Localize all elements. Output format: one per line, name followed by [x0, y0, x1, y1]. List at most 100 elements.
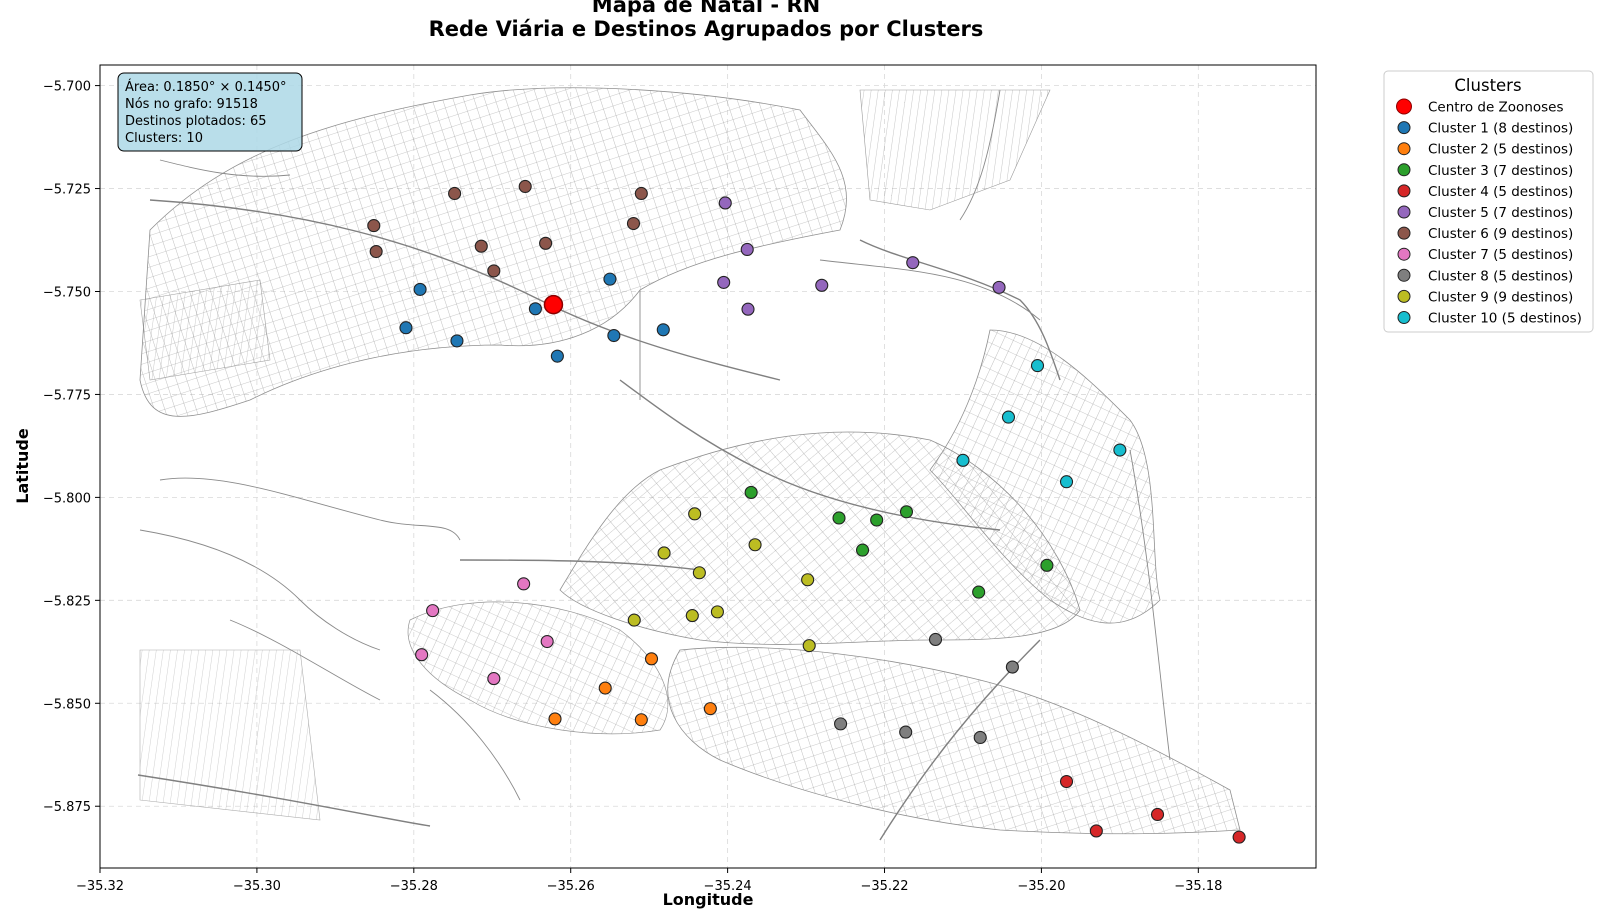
- legend-marker: [1397, 311, 1411, 324]
- cluster-9-point: [657, 546, 671, 560]
- legend-marker: [1397, 184, 1411, 198]
- y-tick-label: −5.775: [43, 388, 91, 403]
- x-tick-label: −35.30: [233, 879, 281, 894]
- cluster-10-point: [956, 453, 970, 467]
- cluster-2-point: [703, 702, 717, 716]
- x-tick-label: −35.20: [1017, 879, 1065, 894]
- cluster-5-point: [906, 256, 920, 270]
- cluster-8-point: [834, 717, 848, 731]
- title-line-2: Rede Viária e Destinos Agrupados por Clu…: [429, 17, 984, 41]
- cluster-3-point: [972, 585, 986, 599]
- title-line-1: Mapa de Natal - RN: [592, 0, 820, 17]
- info-nodes: Nós no grafo: 91518: [125, 97, 258, 112]
- legend-marker: [1397, 163, 1411, 177]
- cluster-1-point: [550, 349, 564, 363]
- x-tick-label: −35.22: [860, 879, 908, 894]
- cluster-6-point: [518, 179, 532, 194]
- cluster-3-point: [832, 511, 846, 525]
- center-zoonoses-point: [543, 294, 564, 315]
- cluster-5-point: [741, 302, 755, 316]
- cluster-5-point: [718, 196, 732, 210]
- cluster-4-point: [1150, 807, 1165, 822]
- legend-marker: [1397, 205, 1411, 219]
- info-clusters: Clusters: 10: [125, 131, 203, 146]
- cluster-6-point: [369, 244, 383, 259]
- legend-label: Cluster 6 (9 destinos): [1428, 226, 1573, 242]
- cluster-6-point: [539, 236, 553, 250]
- axes: −35.32 −35.30 −35.28 −35.26 −35.24 −35.22 −35.…: [13, 64, 1317, 909]
- cluster-3-point: [870, 513, 884, 527]
- cluster-9-point: [692, 566, 706, 580]
- legend-marker: [1397, 226, 1411, 240]
- cluster-5-point: [992, 280, 1006, 294]
- cluster-6-point: [626, 216, 641, 231]
- x-tick-label: −35.28: [390, 879, 438, 894]
- cluster-6-point: [487, 264, 501, 278]
- road-network: [137, 87, 1241, 841]
- cluster-9-point: [802, 639, 816, 653]
- cluster-2-point: [548, 712, 562, 726]
- legend-label: Cluster 1 (8 destinos): [1428, 121, 1573, 137]
- x-tick-label: −35.18: [1174, 879, 1222, 894]
- cluster-10-point: [1030, 359, 1045, 373]
- y-axis-label: Latitude: [13, 428, 32, 504]
- legend-label: Cluster 5 (7 destinos): [1428, 205, 1573, 221]
- cluster-3-point: [1040, 558, 1054, 572]
- x-tick-label: −35.26: [547, 879, 595, 894]
- cluster-8-point: [928, 632, 943, 647]
- y-ticks: −5.700 −5.725 −5.750 −5.775 −5.800 −5.825 −5.8…: [43, 80, 100, 815]
- cluster-3-point: [899, 505, 914, 519]
- cluster-2-point: [634, 713, 648, 727]
- legend-label: Cluster 3 (7 destinos): [1428, 163, 1573, 179]
- cluster-1-point: [528, 302, 542, 316]
- cluster-4-point: [1089, 824, 1103, 838]
- cluster-3-point: [855, 543, 870, 557]
- cluster-7-point: [487, 672, 501, 686]
- cluster-6-point: [634, 186, 648, 201]
- x-tick-label: −35.32: [76, 879, 124, 894]
- cluster-1-point: [399, 321, 413, 335]
- cluster-8-point: [973, 730, 987, 745]
- y-tick-label: −5.875: [43, 800, 91, 815]
- plot-frame: [99, 64, 1317, 869]
- legend-label: Cluster 4 (5 destinos): [1428, 184, 1573, 200]
- chart-title: Mapa de Natal - RN Rede Viária e Destino…: [429, 0, 984, 41]
- legend-marker: [1396, 98, 1412, 115]
- info-area: Área: 0.1850° × 0.1450°: [125, 79, 287, 95]
- cluster-3-point: [744, 485, 758, 499]
- y-tick-label: −5.700: [43, 80, 91, 95]
- legend-title: Clusters: [1454, 76, 1521, 95]
- cluster-7-point: [540, 634, 554, 649]
- info-destinations: Destinos plotados: 65: [125, 114, 267, 129]
- cluster-6-point: [448, 186, 462, 201]
- cluster-5-point: [717, 275, 731, 289]
- cluster-5-point: [815, 278, 829, 292]
- info-box-background: [117, 72, 303, 152]
- cluster-10-point: [1001, 410, 1016, 424]
- cluster-1-point: [607, 328, 621, 343]
- legend-label: Cluster 8 (5 destinos): [1428, 268, 1573, 284]
- cluster-5-point: [740, 242, 754, 257]
- cluster-8-point: [1005, 660, 1019, 674]
- cluster-1-point: [413, 282, 427, 296]
- y-tick-label: −5.750: [43, 285, 91, 300]
- cluster-9-point: [685, 609, 699, 623]
- legend-label: Centro de Zoonoses: [1428, 100, 1564, 116]
- info-box: Área: 0.1850° × 0.1450° Nós no grafo: 91…: [117, 72, 303, 152]
- cluster-9-point: [627, 613, 641, 627]
- legend-marker: [1397, 247, 1411, 261]
- legend-label: Cluster 10 (5 destinos): [1428, 311, 1582, 327]
- cluster-4-point: [1232, 830, 1246, 844]
- cluster-9-point: [801, 573, 815, 587]
- x-ticks: −35.32 −35.30 −35.28 −35.26 −35.24 −35.22 −35.…: [76, 868, 1222, 894]
- destination-points: [367, 179, 1246, 844]
- legend-marker: [1397, 142, 1411, 156]
- cluster-7-point: [517, 577, 531, 591]
- cluster-9-point: [688, 507, 702, 521]
- cluster-7-point: [426, 604, 440, 618]
- cluster-7-point: [415, 648, 429, 662]
- y-tick-label: −5.825: [43, 594, 91, 609]
- cluster-1-point: [603, 272, 617, 286]
- cluster-9-point: [748, 538, 762, 552]
